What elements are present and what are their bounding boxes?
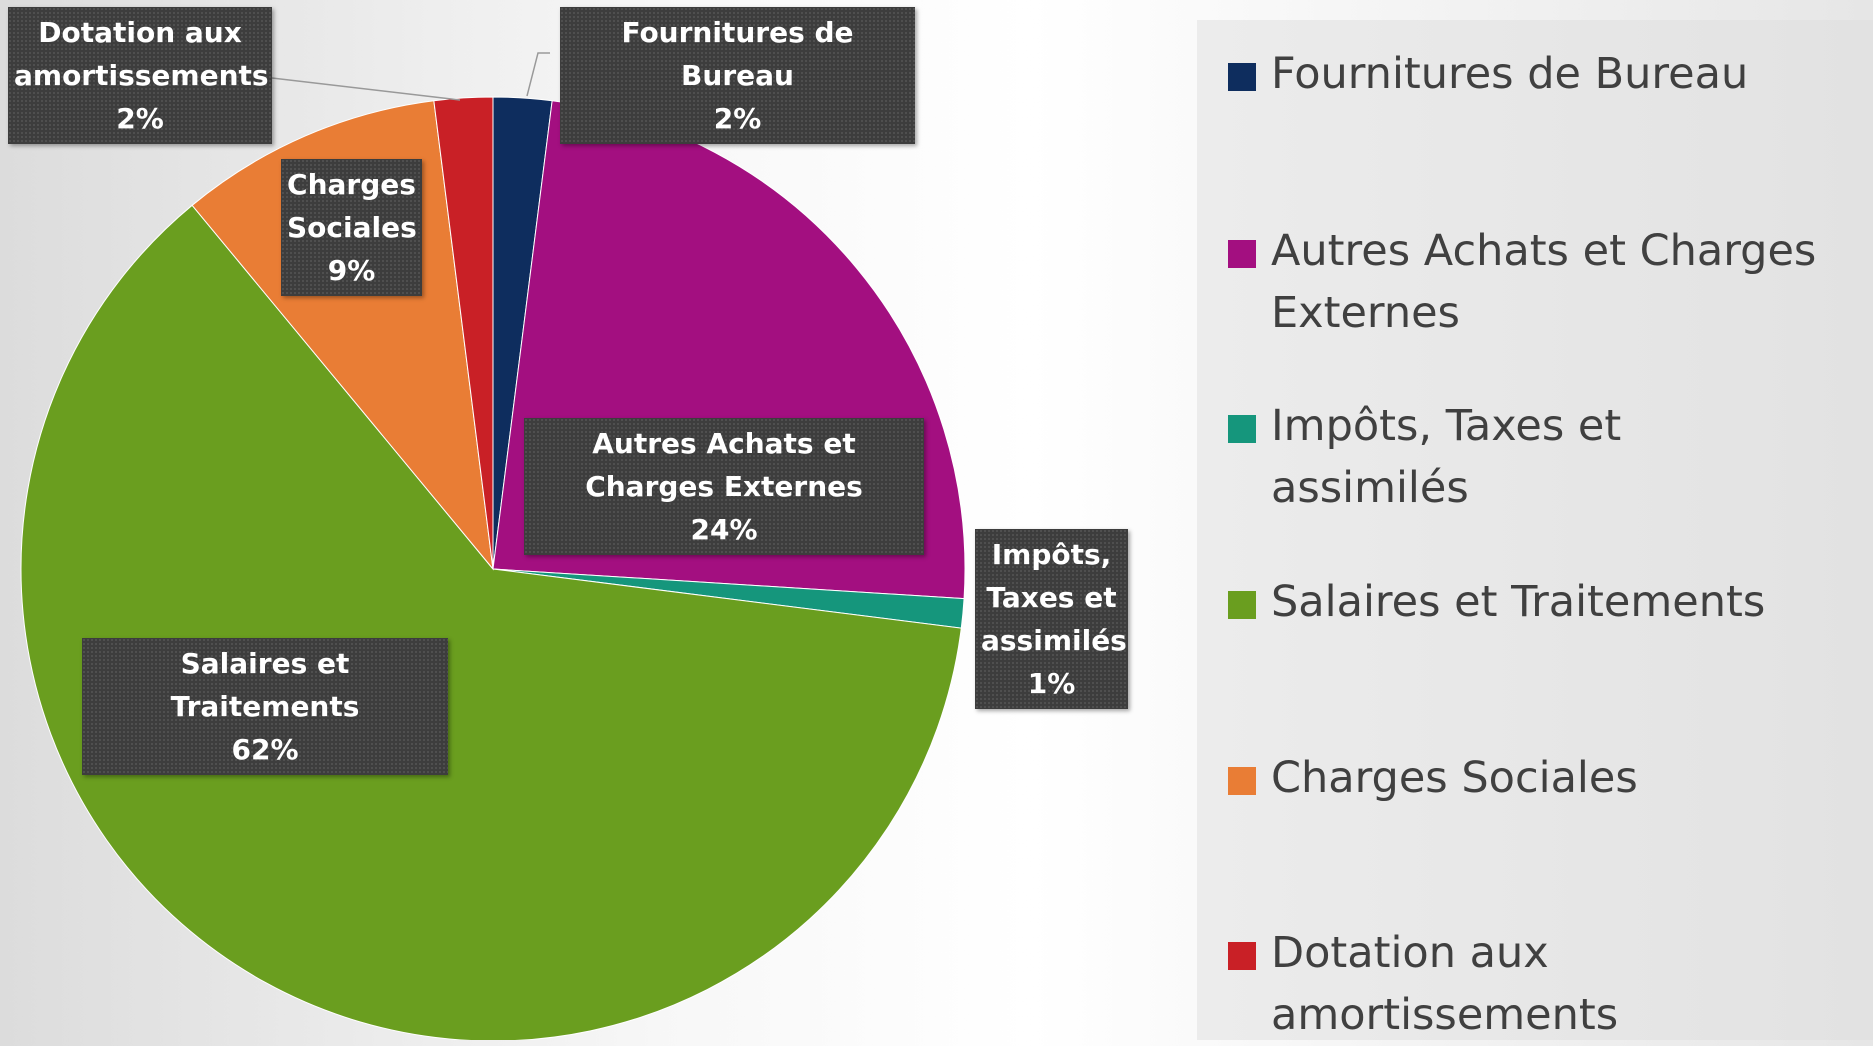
legend-label: Fournitures de Bureau xyxy=(1271,49,1749,99)
data-label-value: 62% xyxy=(231,733,299,766)
data-label: Dotation aux amortissements 2% xyxy=(8,7,272,144)
legend-item: Charges Sociales xyxy=(1228,747,1848,809)
pie-slice xyxy=(433,96,494,570)
legend-item: Fournitures de Bureau xyxy=(1228,43,1848,105)
data-label-value: 2% xyxy=(713,102,762,135)
data-label-value: 24% xyxy=(690,513,758,546)
legend-item: Dotation aux amortissements xyxy=(1228,922,1848,1046)
legend-item: Autres Achats et Charges Externes xyxy=(1228,220,1848,344)
data-label-value: 1% xyxy=(1027,667,1076,700)
data-label-category: Impôts, Taxes et assimilés xyxy=(981,538,1127,657)
data-label: Charges Sociales 9% xyxy=(281,159,422,296)
data-label: Salaires et Traitements 62% xyxy=(82,638,448,775)
legend-panel xyxy=(1197,20,1873,1040)
data-label-value: 2% xyxy=(116,102,164,135)
legend-label: Charges Sociales xyxy=(1271,753,1638,803)
data-label: Autres Achats et Charges Externes 24% xyxy=(524,418,924,555)
leader-line xyxy=(271,77,461,101)
legend-swatch xyxy=(1228,415,1256,443)
data-label: Impôts, Taxes et assimilés 1% xyxy=(975,529,1128,709)
data-label: Fournitures de Bureau 2% xyxy=(560,7,915,144)
data-label-category: Autres Achats et Charges Externes xyxy=(585,427,863,503)
legend-label: Salaires et Traitements xyxy=(1271,577,1766,627)
legend-item: Salaires et Traitements xyxy=(1228,571,1848,633)
legend-swatch xyxy=(1228,942,1256,970)
data-label-category: Fournitures de Bureau xyxy=(621,16,854,92)
legend-swatch xyxy=(1228,240,1256,268)
legend-swatch xyxy=(1228,63,1256,91)
data-label-category: Salaires et Traitements xyxy=(170,647,360,723)
legend-swatch xyxy=(1228,591,1256,619)
data-label-category: Charges Sociales xyxy=(287,168,417,244)
pie-slice xyxy=(20,204,962,1040)
legend-label: Impôts, Taxes et assimilés xyxy=(1271,401,1622,513)
legend-item: Impôts, Taxes et assimilés xyxy=(1228,395,1848,519)
data-label-category: Dotation aux amortissements xyxy=(14,16,269,92)
leader-line xyxy=(526,52,550,97)
legend-label: Dotation aux amortissements xyxy=(1271,928,1619,1040)
legend-swatch xyxy=(1228,767,1256,795)
data-label-value: 9% xyxy=(327,254,376,287)
legend-label: Autres Achats et Charges Externes xyxy=(1271,226,1817,338)
